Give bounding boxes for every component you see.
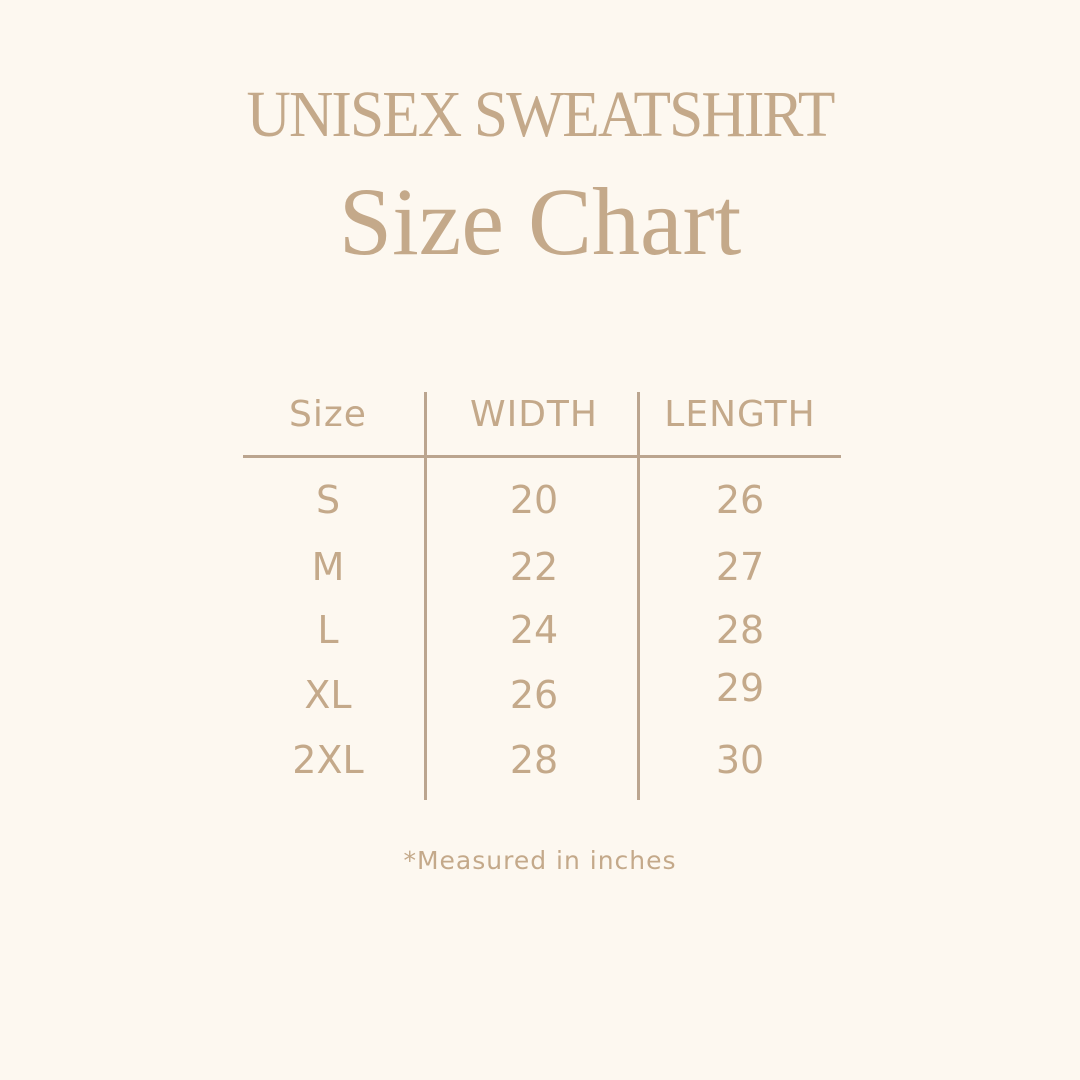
cell-width: 26 <box>509 673 559 717</box>
page-subtitle: Size Chart <box>338 168 742 275</box>
cell-size: M <box>311 545 345 589</box>
cell-length: 28 <box>715 608 765 652</box>
cell-length: 29 <box>715 666 765 710</box>
cell-width: 22 <box>509 545 559 589</box>
column-divider <box>637 392 640 800</box>
cell-width: 24 <box>509 608 559 652</box>
cell-width: 20 <box>509 478 559 522</box>
cell-size: S <box>315 478 341 522</box>
header-size: Size <box>289 394 367 435</box>
header-width: WIDTH <box>470 394 598 435</box>
cell-length: 30 <box>715 738 765 782</box>
measurement-note: *Measured in inches <box>403 846 677 875</box>
cell-size: L <box>317 608 339 652</box>
cell-length: 27 <box>715 545 765 589</box>
cell-size: XL <box>304 673 352 717</box>
cell-width: 28 <box>509 738 559 782</box>
header-divider <box>243 455 841 458</box>
cell-length: 26 <box>715 478 765 522</box>
page-title: UNISEX SWEATSHIRT <box>246 78 835 151</box>
cell-size: 2XL <box>292 738 364 782</box>
header-length: LENGTH <box>664 394 816 435</box>
column-divider <box>424 392 427 800</box>
